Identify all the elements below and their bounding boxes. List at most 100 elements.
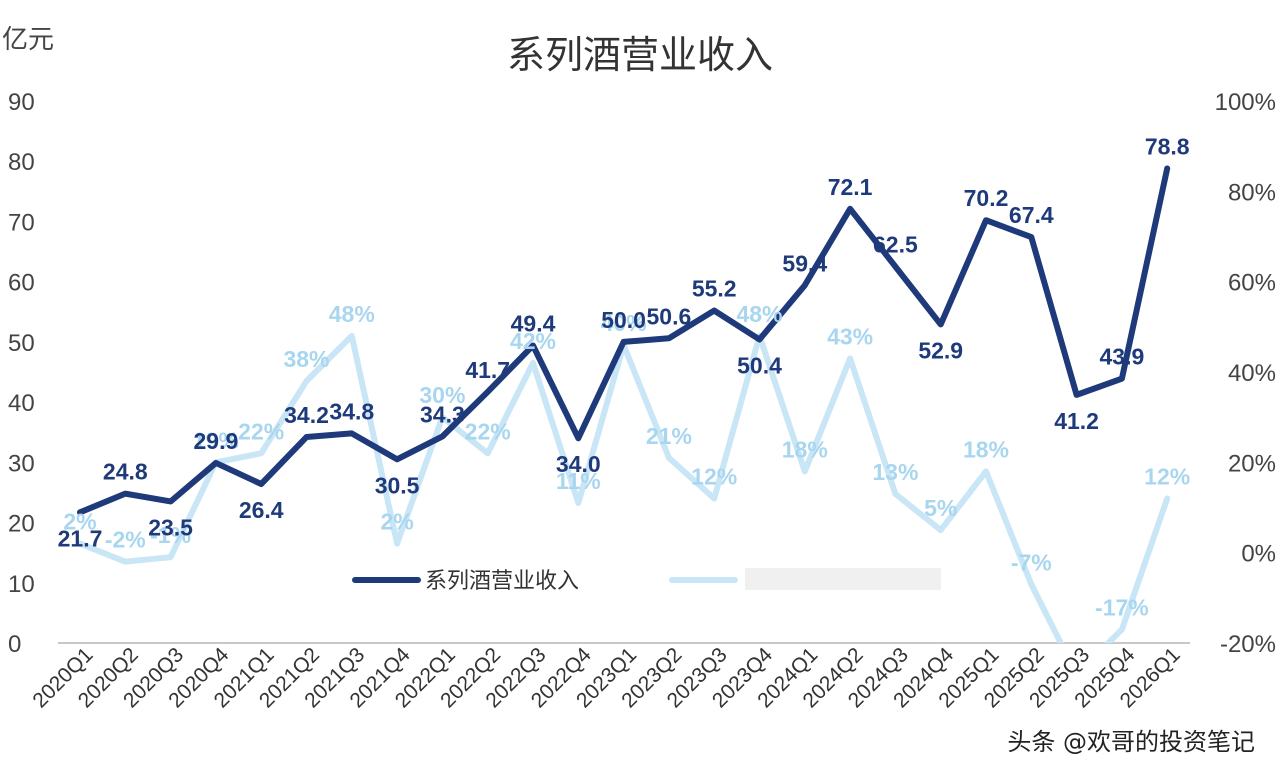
yoy-data-label: 19% [193,427,239,453]
yoy-data-label: 18% [782,436,828,462]
revenue-point [306,436,307,438]
revenue-point [849,208,851,210]
y-tick-label: 40 [8,390,35,417]
yoy-point [940,529,942,531]
yoy-point [985,470,987,472]
revenue-data-label: 29.9 [194,428,239,454]
yoy-data-label: 13% [872,459,918,485]
yoy-data-label: 22% [465,418,511,444]
yoy-data-label: -2% [105,527,146,553]
revenue-point [79,511,81,513]
revenue-data-label: 21.7 [58,525,103,551]
revenue-data-label: 67.4 [1009,202,1054,228]
yoy-data-label: 38% [283,346,329,372]
revenue-data-label: 26.4 [239,497,284,523]
y2-axis-ticks: -20% 0% 20% 40% 60% 80% 100% [1215,89,1276,658]
yoy-point [1121,628,1123,630]
y2-tick-label: 0% [1241,541,1276,568]
y-tick-label: 0 [8,631,21,658]
yoy-data-label: -7% [1011,549,1052,575]
y2-tick-label: -20% [1220,631,1276,658]
yoy-data-label: 40% [601,310,647,336]
y-tick-label: 70 [8,209,35,236]
y-tick-label: 30 [8,450,35,477]
revenue-point [1030,236,1032,238]
yoy-data-label: 5% [924,495,957,521]
revenue-point [124,493,126,495]
yoy-point [79,543,81,545]
yoy-data-label: 22% [238,418,284,444]
yoy-data-label: 11% [556,468,601,494]
yoy-data-label: 12% [1144,463,1190,489]
revenue-data-label: 59.4 [782,250,827,276]
legend-label-revenue: 系列酒营业收入 [425,569,579,594]
yoy-point [804,470,806,472]
revenue-point [441,435,443,437]
revenue-point [577,437,579,439]
revenue-data-label: 50.4 [737,352,782,378]
y2-tick-label: 20% [1228,450,1276,477]
yoy-point [1166,497,1168,499]
yoy-data-label: 48% [736,301,782,327]
revenue-data-label: 34.8 [329,398,374,424]
revenue-data-label: 50.0 [601,307,646,333]
revenue-data-label: 52.9 [918,337,963,363]
revenue-point [532,345,534,347]
yoy-point [124,561,126,563]
y-tick-label: 60 [8,270,35,297]
revenue-data-label: 55.2 [692,276,737,302]
yoy-point [713,497,715,499]
y2-tick-label: 80% [1228,179,1276,206]
y-tick-label: 20 [8,511,35,538]
revenue-point [1076,394,1078,396]
yoy-point [894,493,896,495]
revenue-data-label: 41.2 [1054,408,1099,434]
revenue-data-label: 50.6 [647,303,692,329]
revenue-data-label: 23.5 [148,514,193,540]
yoy-point [487,452,489,454]
revenue-data-label: 78.8 [1145,133,1190,159]
revenue-point [260,483,262,485]
yoy-data-label: 2% [380,509,413,535]
watermark: 头条 @欢哥的投资笔记 [1007,728,1255,756]
revenue-point [623,341,625,343]
revenue-point [894,266,896,268]
legend-label-redacted [745,568,941,590]
revenue-point [396,458,398,460]
yoy-point [849,357,851,359]
revenue-data-label: 24.8 [103,459,148,485]
revenue-series [77,165,1171,516]
revenue-point [713,310,715,312]
revenue-point [215,462,217,464]
y-axis-ticks: 0 10 20 30 40 50 60 70 80 90 [8,89,35,658]
yoy-data-label: 18% [963,436,1009,462]
revenue-data-label: 49.4 [511,311,556,337]
y2-tick-label: 60% [1228,270,1276,297]
yoy-point [441,416,443,418]
y-tick-label: 80 [8,149,35,176]
revenue-data-label: 41.7 [465,357,510,383]
yoy-data-label: 2% [63,509,96,535]
yoy-point [1030,583,1032,585]
revenue-data-label: 34.3 [420,401,465,427]
yoy-point [260,452,262,454]
yoy-data-label: -1% [150,522,191,548]
y-tick-label: 50 [8,330,35,357]
yoy-data-label: 12% [691,463,737,489]
revenue-point [940,323,942,325]
revenue-data-label: 34.0 [556,451,601,477]
revenue-data-label: 62.5 [873,232,918,258]
revenue-data-label: 43.9 [1100,344,1145,370]
revenue-point [487,391,489,393]
revenue-data-label: 70.2 [964,185,1009,211]
y2-tick-label: 40% [1228,360,1276,387]
yoy-data-label: -17% [1095,594,1149,620]
yoy-data-label: 42% [510,328,556,354]
y2-tick-label: 100% [1215,89,1276,116]
yoy-data-label: 30% [419,382,465,408]
yoy-data-label: 43% [827,323,873,349]
legend: 系列酒营业收入 [352,568,941,594]
yoy-point [577,502,579,504]
yoy-data-label: 21% [646,423,692,449]
